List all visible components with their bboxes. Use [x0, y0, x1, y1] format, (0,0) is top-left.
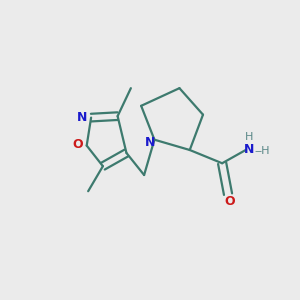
- Text: N: N: [77, 111, 88, 124]
- Text: H: H: [244, 132, 253, 142]
- Text: O: O: [73, 138, 83, 151]
- Text: N: N: [244, 143, 254, 157]
- Text: ‒H: ‒H: [254, 146, 270, 157]
- Text: N: N: [145, 136, 155, 149]
- Text: O: O: [224, 195, 235, 208]
